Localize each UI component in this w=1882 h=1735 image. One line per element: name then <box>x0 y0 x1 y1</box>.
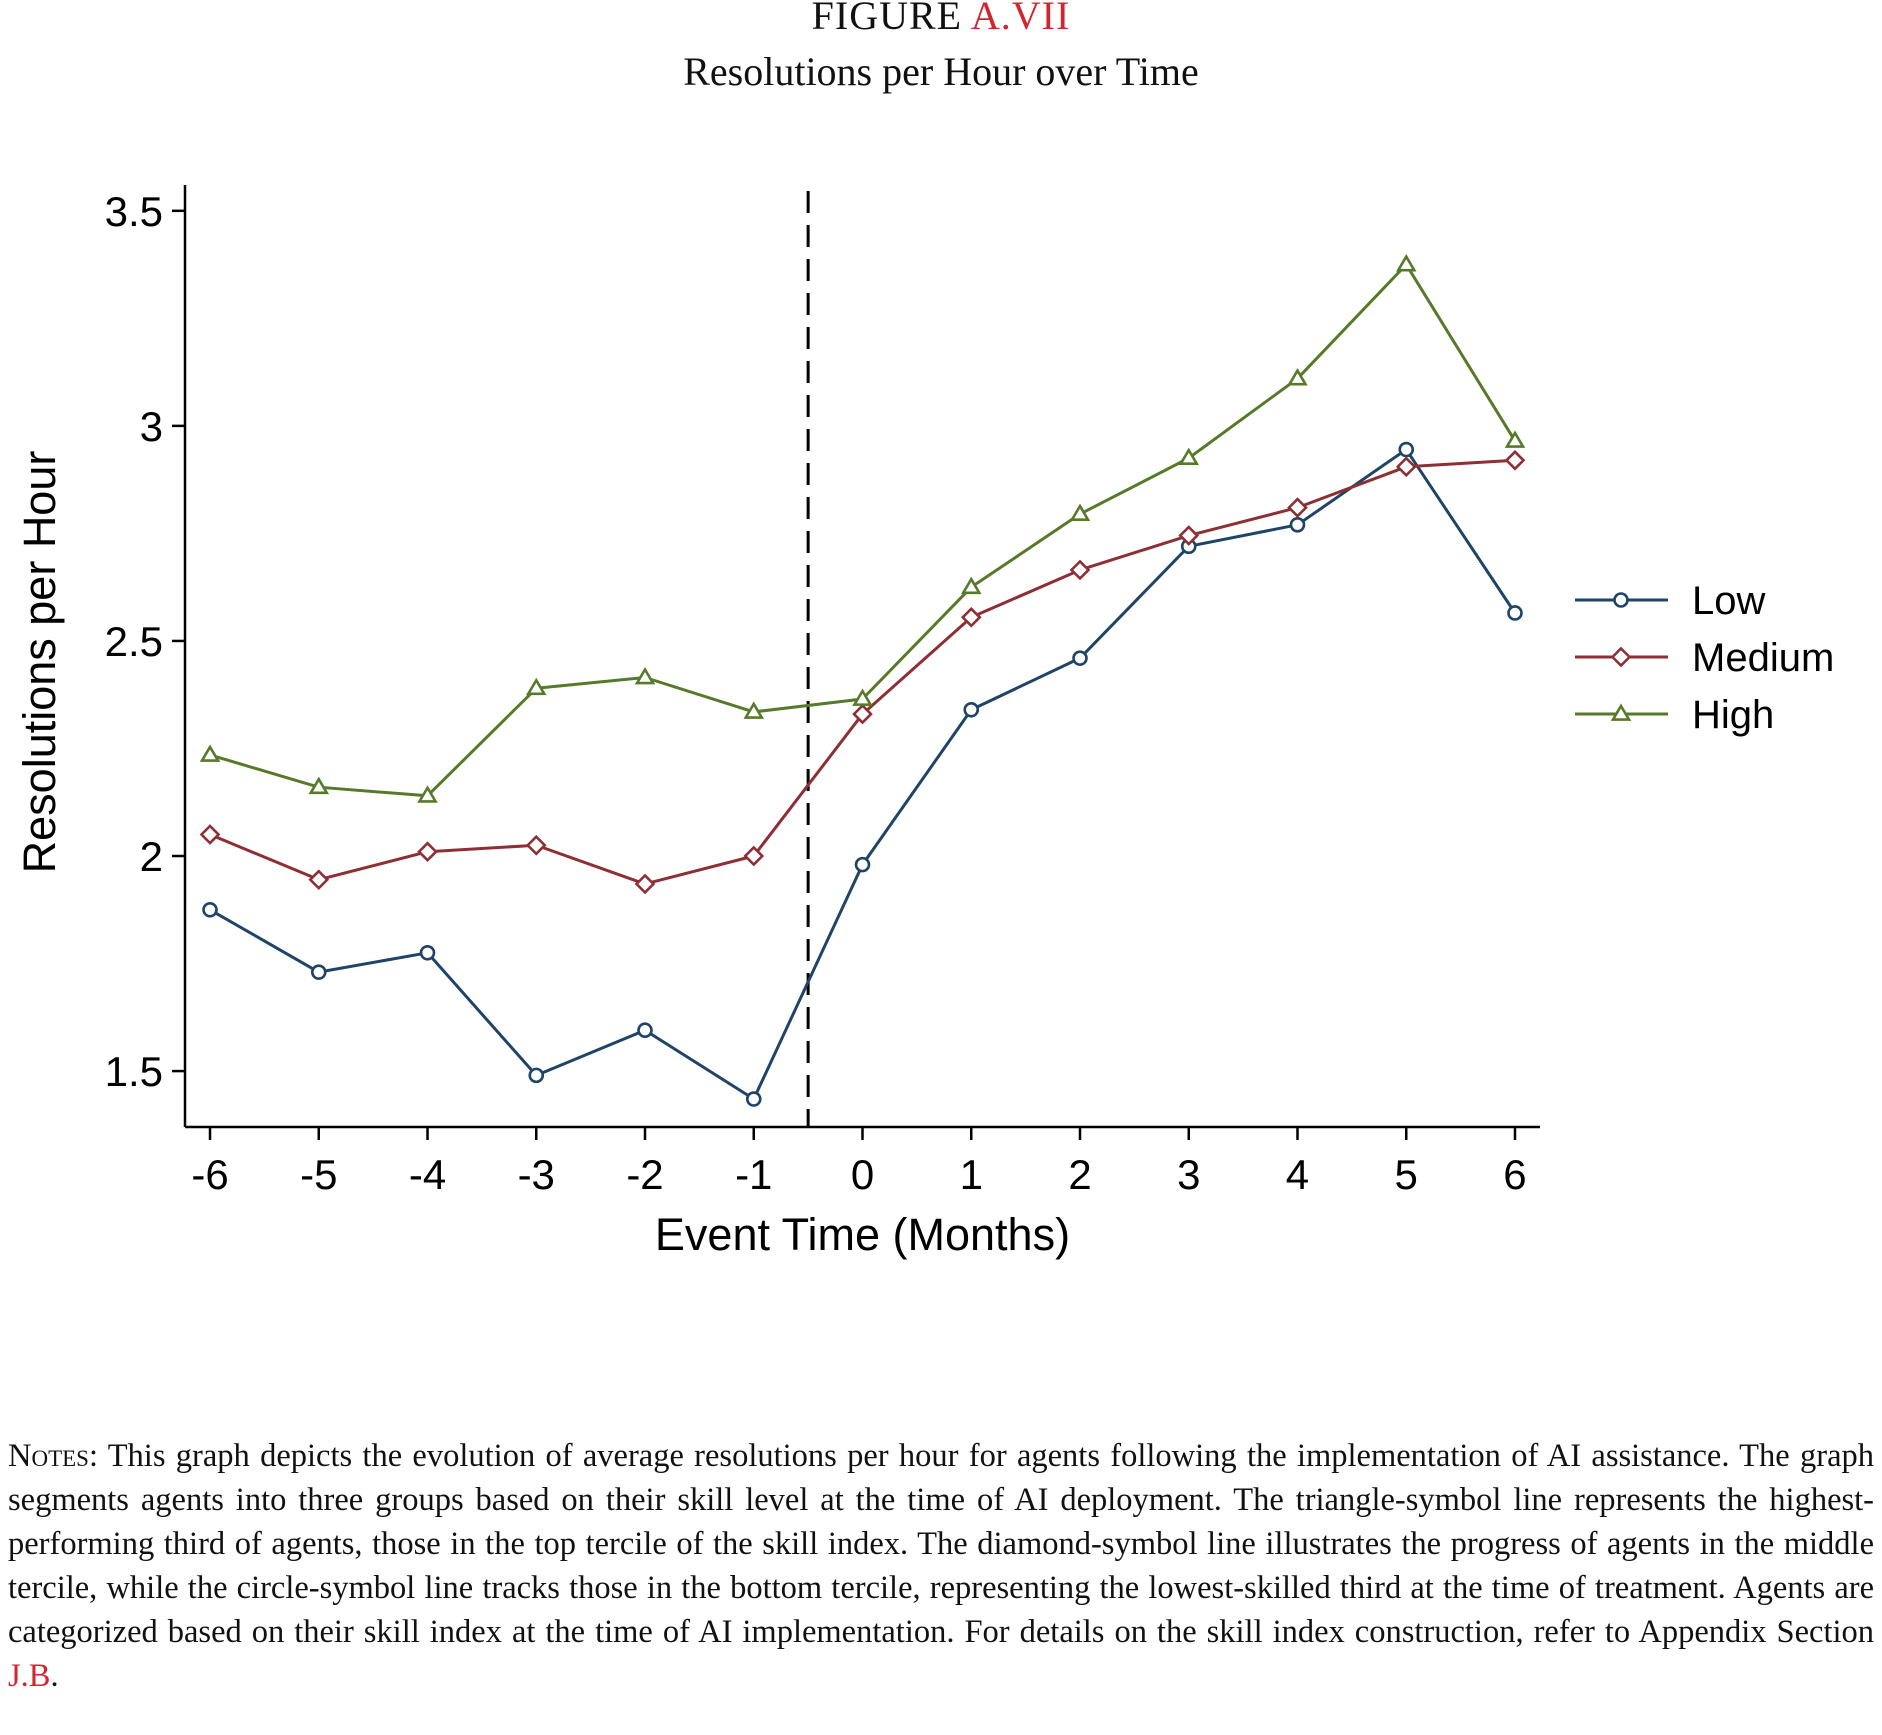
y-tick-label: 3 <box>140 403 163 450</box>
data-point-high <box>525 677 547 696</box>
series-line-medium <box>209 458 1516 886</box>
y-tick-label: 1.5 <box>105 1048 163 1095</box>
x-axis-title: Event Time (Months) <box>655 1209 1070 1260</box>
data-point-low <box>310 964 327 980</box>
data-point-high <box>743 701 765 719</box>
data-point-high <box>634 666 656 685</box>
series-high <box>199 254 1526 803</box>
data-point-high <box>1504 430 1526 448</box>
data-point-low <box>854 856 871 873</box>
data-point-low <box>1507 605 1523 621</box>
legend-label: High <box>1692 693 1774 737</box>
x-tick-label: 5 <box>1395 1151 1418 1198</box>
data-point-medium <box>417 841 438 863</box>
series-layer <box>199 254 1526 1107</box>
y-tick-label: 3.5 <box>105 188 163 235</box>
legend-marker-diamond <box>1610 646 1632 668</box>
data-point-high <box>960 576 982 595</box>
data-point-low <box>637 1022 653 1039</box>
y-tick-label: 2.5 <box>105 618 163 665</box>
data-point-high <box>417 785 438 803</box>
y-tick-label: 2 <box>140 833 163 880</box>
data-point-low <box>963 701 980 718</box>
figure-label: FIGURE A.VII <box>0 0 1882 39</box>
x-tick-label: 1 <box>960 1151 983 1198</box>
legend-marker-circle <box>1613 592 1629 608</box>
data-point-high <box>1395 254 1417 272</box>
notes-body: This graph depicts the evolution of aver… <box>8 1438 1874 1650</box>
data-point-low <box>1398 441 1415 458</box>
x-tick-label: -2 <box>626 1151 663 1198</box>
x-tick-label: -1 <box>735 1151 772 1198</box>
figure-notes: Notes: This graph depicts the evolution … <box>8 1434 1874 1698</box>
data-point-medium <box>1178 525 1200 546</box>
x-tick-label: -6 <box>191 1151 228 1198</box>
legend-item-high: High <box>1575 693 1774 737</box>
data-point-medium <box>1395 456 1417 478</box>
data-point-medium <box>199 824 221 845</box>
notes-end: . <box>50 1658 59 1694</box>
legend-item-low: Low <box>1575 579 1765 623</box>
figure-ref-link[interactable]: A.VII <box>970 0 1071 38</box>
data-point-medium <box>308 869 330 891</box>
data-point-low <box>1072 650 1088 666</box>
data-point-medium <box>1504 449 1526 471</box>
x-tick-label: 0 <box>851 1151 874 1198</box>
x-tick-label: -5 <box>300 1151 337 1198</box>
notes-lead: Notes: <box>8 1438 98 1474</box>
data-point-high <box>1287 367 1308 386</box>
data-point-high <box>1178 447 1200 466</box>
data-point-high <box>852 688 873 706</box>
x-tick-label: 2 <box>1068 1151 1091 1198</box>
data-point-low <box>202 901 218 918</box>
figure-title: Resolutions per Hour over Time <box>683 49 1199 94</box>
data-point-high <box>308 776 330 795</box>
legend-label: Low <box>1692 579 1765 623</box>
legend-marker-triangle <box>1610 703 1632 721</box>
data-point-low <box>419 944 436 961</box>
data-point-high <box>199 744 221 762</box>
series-low <box>202 441 1523 1107</box>
data-point-medium <box>852 703 873 725</box>
series-medium <box>199 449 1526 895</box>
data-point-medium <box>960 606 982 628</box>
chart-legend: Low Medium High <box>1575 579 1834 737</box>
x-tick-label: 6 <box>1503 1151 1526 1198</box>
y-axis-title: Resolutions per Hour <box>14 451 65 874</box>
series-line-low <box>209 448 1517 1101</box>
data-point-medium <box>525 834 547 856</box>
x-tick-label: 3 <box>1177 1151 1200 1198</box>
line-chart: 1.5 2 2.5 3 3.5 -6 -5 -4 -3 -2 -1 0 1 2 3 4 5 6 Event Time… <box>14 185 1834 1260</box>
chart-axes: 1.5 2 2.5 3 3.5 -6 -5 -4 -3 -2 -1 0 1 2 3 4 5 6 Event Time… <box>14 185 1540 1260</box>
legend-label: Medium <box>1692 636 1834 680</box>
notes-ref-link[interactable]: J.B <box>8 1658 51 1694</box>
figure-label-prefix: FIGURE <box>811 0 963 38</box>
data-point-low <box>528 1067 545 1084</box>
data-point-medium <box>634 873 656 895</box>
x-tick-label: 4 <box>1286 1151 1309 1198</box>
data-point-low <box>1289 517 1306 533</box>
data-point-high <box>1069 503 1091 521</box>
data-point-medium <box>743 845 765 867</box>
data-point-medium <box>1069 559 1091 581</box>
x-tick-label: -4 <box>409 1151 446 1198</box>
data-point-medium <box>1287 497 1308 518</box>
x-tick-label: -3 <box>518 1151 555 1198</box>
legend-item-medium: Medium <box>1575 636 1834 680</box>
data-point-low <box>745 1091 762 1107</box>
